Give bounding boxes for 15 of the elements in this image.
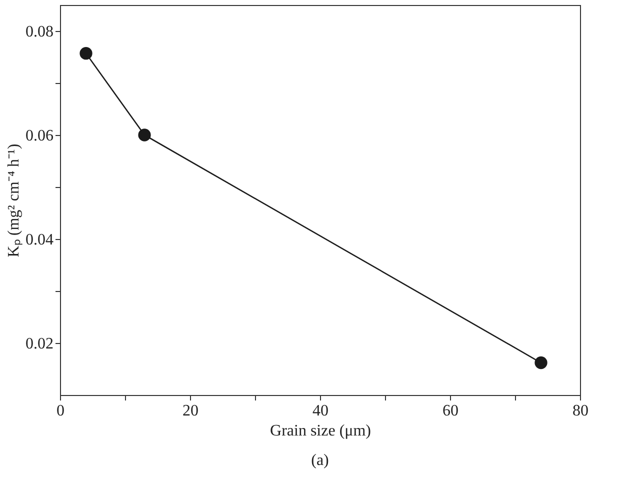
y-tick-label: 0.04 [26, 232, 54, 248]
x-axis-title: Grain size (μm) [270, 422, 371, 440]
x-tick-label: 60 [442, 402, 458, 420]
x-tick-label: 0 [56, 402, 64, 420]
y-axis-title: Kₚ (mg² cm⁻⁴ h⁻¹) [6, 144, 22, 258]
point [80, 47, 92, 60]
x-tick-label: 20 [182, 402, 198, 420]
x-tick-label: 40 [312, 402, 328, 420]
point [138, 128, 151, 142]
y-tick-label: 0.08 [26, 24, 54, 40]
y-tick-label: 0.02 [26, 336, 54, 352]
y-tick-label: 0.06 [26, 128, 54, 144]
x-tick-label: 80 [572, 402, 588, 420]
text: (a) [311, 452, 329, 469]
point [534, 356, 548, 370]
